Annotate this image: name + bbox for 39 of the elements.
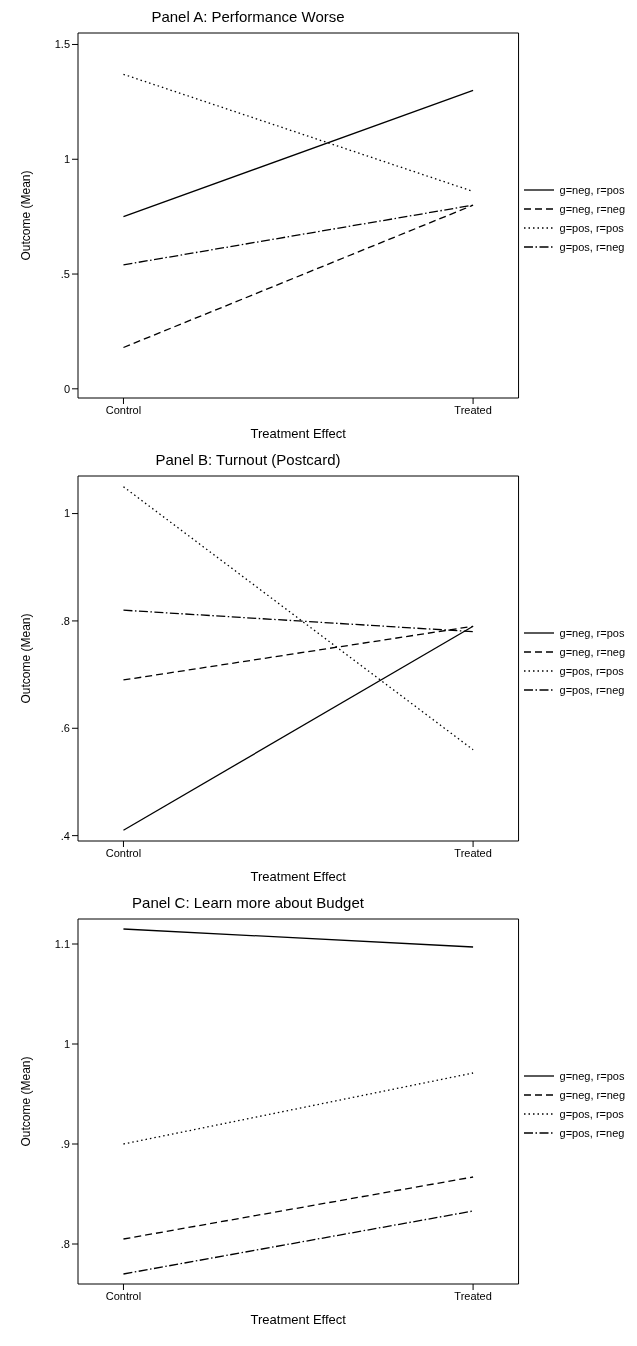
legend-label: g=pos, r=neg	[559, 1126, 625, 1139]
y-tick-label: 1	[63, 507, 70, 520]
x-axis-title: Treatment Effect	[250, 869, 347, 884]
legend-label: g=neg, r=pos	[559, 183, 625, 196]
x-tick-label: Control	[105, 1289, 142, 1302]
legend-label: g=neg, r=pos	[559, 626, 625, 639]
legend-label: g=pos, r=neg	[559, 683, 625, 696]
y-tick-label: .5	[60, 267, 70, 280]
x-axis-title: Treatment Effect	[250, 1312, 347, 1327]
y-tick-label: 1	[63, 1037, 70, 1050]
y-tick-label: .8	[60, 614, 70, 627]
y-axis-title: Outcome (Mean)	[19, 170, 34, 261]
x-tick-label: Treated	[454, 846, 492, 859]
chart-title: Panel C: Learn more about Budget	[131, 894, 365, 913]
legend-label: g=neg, r=pos	[559, 1069, 625, 1082]
y-tick-label: 1	[63, 153, 70, 166]
y-tick-label: 1.1	[54, 937, 70, 950]
legend-label: g=pos, r=pos	[559, 1107, 624, 1120]
legend-label: g=pos, r=pos	[559, 664, 624, 677]
y-tick-label: .6	[60, 722, 70, 735]
legend-label: g=neg, r=neg	[559, 1088, 625, 1101]
y-axis-title: Outcome (Mean)	[19, 1056, 34, 1147]
legend-label: g=neg, r=neg	[559, 202, 625, 215]
x-tick-label: Treated	[454, 403, 492, 416]
x-axis-title: Treatment Effect	[250, 426, 347, 441]
legend-label: g=pos, r=pos	[559, 221, 624, 234]
y-tick-label: .4	[60, 829, 70, 842]
chart-title: Panel A: Performance Worse	[150, 8, 346, 27]
legend-label: g=pos, r=neg	[559, 240, 625, 253]
x-tick-label: Treated	[454, 1289, 492, 1302]
x-tick-label: Control	[105, 403, 142, 416]
y-tick-label: 0	[63, 382, 70, 395]
chart-title: Panel B: Turnout (Postcard)	[154, 451, 342, 470]
y-tick-label: .9	[60, 1137, 70, 1150]
legend-label: g=neg, r=neg	[559, 645, 625, 658]
y-tick-label: .8	[60, 1237, 70, 1250]
x-tick-label: Control	[105, 846, 142, 859]
y-axis-title: Outcome (Mean)	[19, 613, 34, 704]
y-tick-label: 1.5	[54, 38, 70, 51]
